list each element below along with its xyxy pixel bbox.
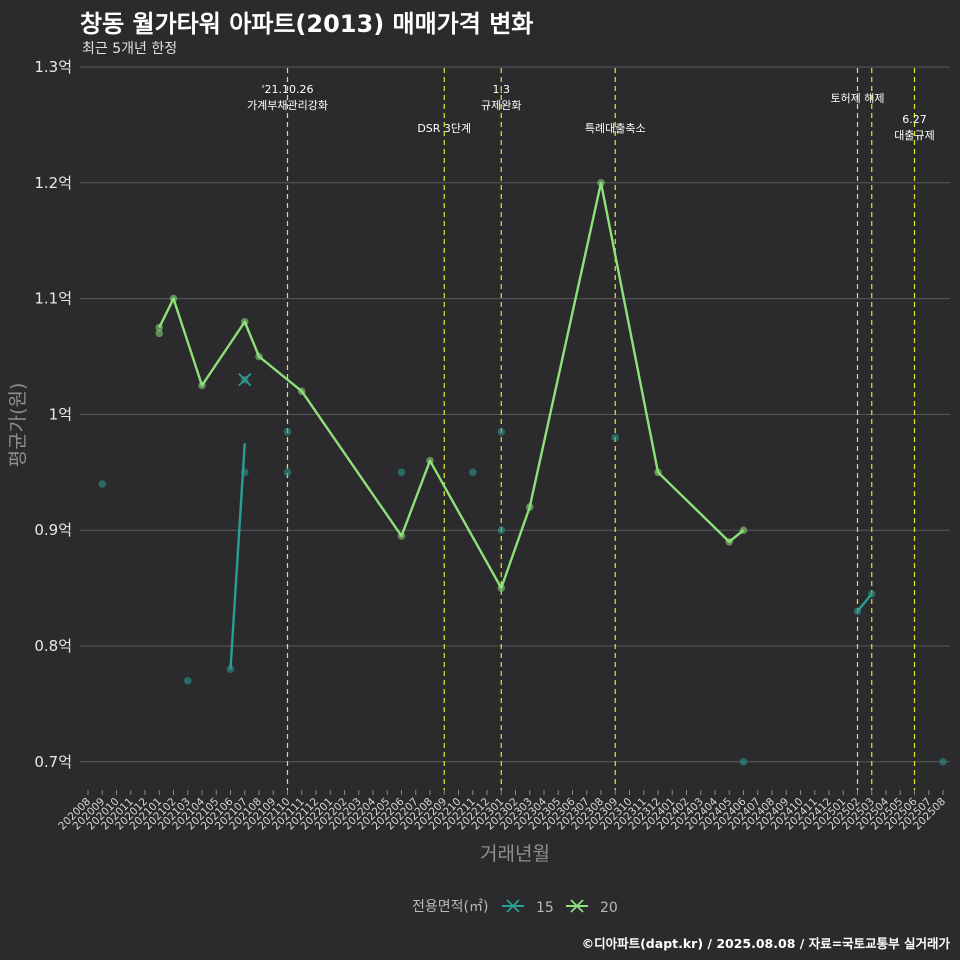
series-15-point <box>867 590 876 598</box>
series-15-point <box>939 758 947 766</box>
series-15-point <box>397 468 406 477</box>
series-20-point <box>426 456 434 465</box>
y-tick-label: 1.3억 <box>34 58 72 76</box>
y-tick-label: 0.7억 <box>34 753 72 771</box>
event-label: 규제완화 <box>481 99 521 112</box>
series-15-point <box>283 468 292 477</box>
series-20-point <box>198 381 206 390</box>
series-15-point <box>611 433 620 442</box>
series-20-point <box>397 532 406 540</box>
series-20-point <box>597 179 605 187</box>
y-axis-title: 평균가(원) <box>7 383 29 468</box>
series-15-point <box>497 427 506 436</box>
series-20-point <box>654 468 662 477</box>
series-15-line <box>229 443 246 670</box>
series-20-point <box>725 537 734 546</box>
series-layer <box>98 179 947 766</box>
event-label: DSR 3단계 <box>417 122 471 135</box>
series-20-point <box>297 387 306 396</box>
event-label: 특례대출축소 <box>585 122 646 135</box>
series-15-cross-marker <box>238 373 252 387</box>
x-axis: 2020082020092020102020112020122021012021… <box>56 790 948 832</box>
series-15-point <box>183 676 192 685</box>
series-15-point <box>468 468 477 477</box>
event-label: '21.10.26 <box>261 83 313 96</box>
y-tick-label: 0.8억 <box>34 637 72 655</box>
legend-title: 전용면적(㎡) <box>412 899 488 915</box>
event-label: 토허제 해제 <box>830 91 884 105</box>
series-20-point <box>155 329 164 338</box>
series-15-point <box>853 607 862 616</box>
series-20-point <box>497 584 506 592</box>
y-tick-label: 1.1억 <box>34 290 72 308</box>
series-20-point <box>739 526 748 534</box>
event-label: 6.27 <box>902 113 927 126</box>
y-tick-label: 1억 <box>49 405 72 423</box>
legend-label-20: 20 <box>600 900 618 916</box>
legend: 전용면적(㎡) 15 20 <box>412 899 618 916</box>
series-20-point <box>169 294 178 303</box>
y-tick-label: 1.2억 <box>34 174 72 192</box>
series-20-point <box>525 503 534 511</box>
series-15-point <box>497 526 506 534</box>
event-label: 가계부채관리강화 <box>247 99 328 112</box>
series-15-point <box>240 468 249 477</box>
series-20-point <box>240 317 249 326</box>
series-15-point <box>226 665 235 673</box>
x-axis-title: 거래년월 <box>480 843 550 865</box>
event-label: 대출규제 <box>894 129 934 142</box>
source-caption: ©디아파트(dapt.kr) / 2025.08.08 / 자료=국토교통부 실… <box>581 936 950 951</box>
series-15-point <box>98 480 107 488</box>
series-20-line <box>158 181 745 590</box>
legend-key-marker-15 <box>506 899 520 913</box>
chart-title: 창동 월가타워 아파트(2013) 매매가격 변화 <box>80 10 534 38</box>
series-15-point <box>739 758 748 766</box>
series-15-point <box>283 427 292 436</box>
series-20-point <box>155 323 164 332</box>
y-axis: 0.7억 0.8억 0.9억 1억 1.1억 1.2억 1.3억 <box>34 58 72 771</box>
event-label: 1.3 <box>493 83 511 96</box>
y-tick-label: 0.9억 <box>34 521 72 539</box>
legend-items: 15 20 <box>502 899 618 916</box>
chart-subtitle: 최근 5개년 한정 <box>82 41 178 57</box>
legend-label-15: 15 <box>536 900 554 916</box>
series-20-point <box>255 352 263 361</box>
grid-layer <box>80 66 950 763</box>
legend-key-marker-20 <box>570 899 584 913</box>
